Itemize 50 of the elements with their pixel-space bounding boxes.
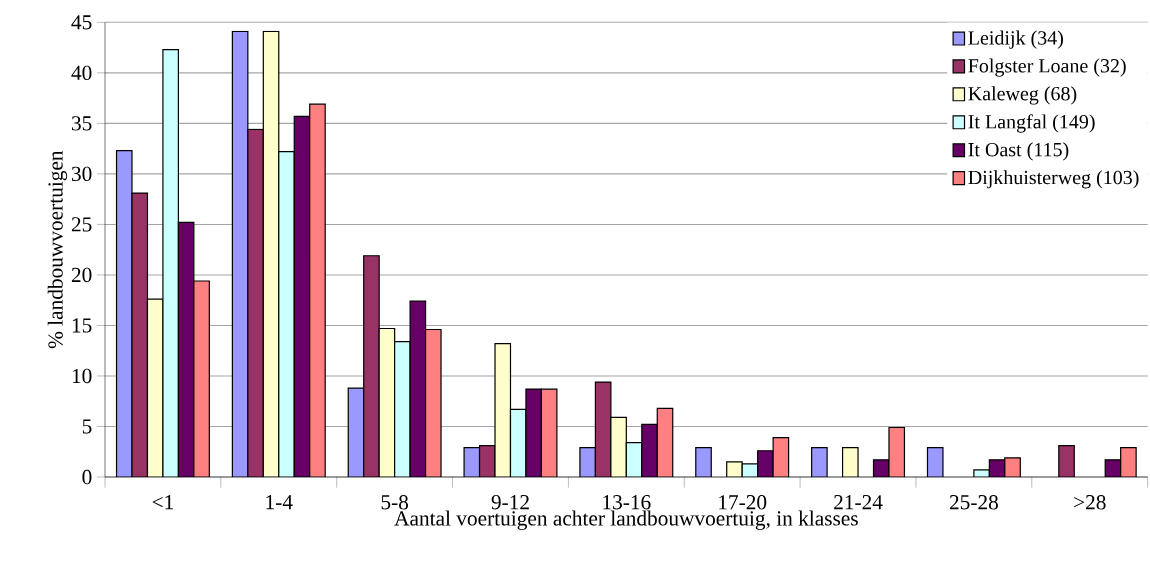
y-tick-label: 0 (82, 469, 92, 485)
x-tick-label: 21-24 (834, 495, 883, 510)
x-tick-label: 5-8 (381, 495, 409, 510)
legend-label: Folgster Loane (32) (968, 58, 1126, 77)
x-tick-label: <1 (152, 495, 173, 510)
legend-label: Dijkhuisterweg (103) (968, 170, 1139, 189)
bar (363, 255, 380, 477)
bar (409, 300, 427, 477)
y-tick-label: 15 (72, 318, 92, 333)
bar (494, 343, 512, 477)
bar (424, 328, 442, 477)
bar (177, 221, 195, 477)
x-axis-title: Aantal voertuigen achter landbouwvoertuig, in klasses (394, 510, 858, 530)
legend-label: It Oast (115) (968, 142, 1069, 161)
y-tick-label: 45 (71, 15, 92, 30)
bar (1058, 445, 1075, 477)
legend-label: Leidijk (34) (968, 30, 1063, 49)
y-tick-label: 30 (71, 166, 92, 182)
bar (247, 128, 264, 477)
bar (1004, 457, 1021, 477)
bar (193, 280, 210, 477)
y-tick-label: 40 (71, 65, 92, 81)
bar (309, 103, 326, 477)
bar (378, 327, 396, 477)
x-tick-label: 1-4 (266, 495, 293, 510)
x-tick-label: 25-28 (949, 495, 998, 510)
y-tick-label: 20 (71, 267, 92, 283)
bar (278, 151, 295, 477)
bar (162, 49, 179, 477)
bar (394, 341, 411, 477)
y-tick-label: 10 (72, 368, 92, 384)
bar (262, 30, 280, 477)
legend-label: It Langfal (149) (968, 114, 1095, 133)
x-tick-label: >28 (1074, 495, 1106, 510)
y-tick-label: 25 (71, 217, 92, 232)
bar (726, 461, 743, 477)
x-tick-label: 9-12 (491, 495, 529, 510)
y-tick-label: 5 (82, 419, 92, 434)
x-tick-label: 17-20 (719, 495, 767, 510)
bar (695, 447, 712, 477)
bar (231, 30, 249, 477)
bar (293, 115, 311, 477)
bar (131, 192, 149, 477)
legend-label: Kaleweg (68) (968, 86, 1077, 105)
bar (115, 150, 133, 477)
bar (641, 423, 658, 477)
y-tick-label: 35 (71, 116, 92, 131)
y-axis-title: % landbouwvoertuigen (47, 150, 68, 349)
x-tick-label: 13-16 (603, 495, 651, 510)
bar (146, 298, 164, 477)
